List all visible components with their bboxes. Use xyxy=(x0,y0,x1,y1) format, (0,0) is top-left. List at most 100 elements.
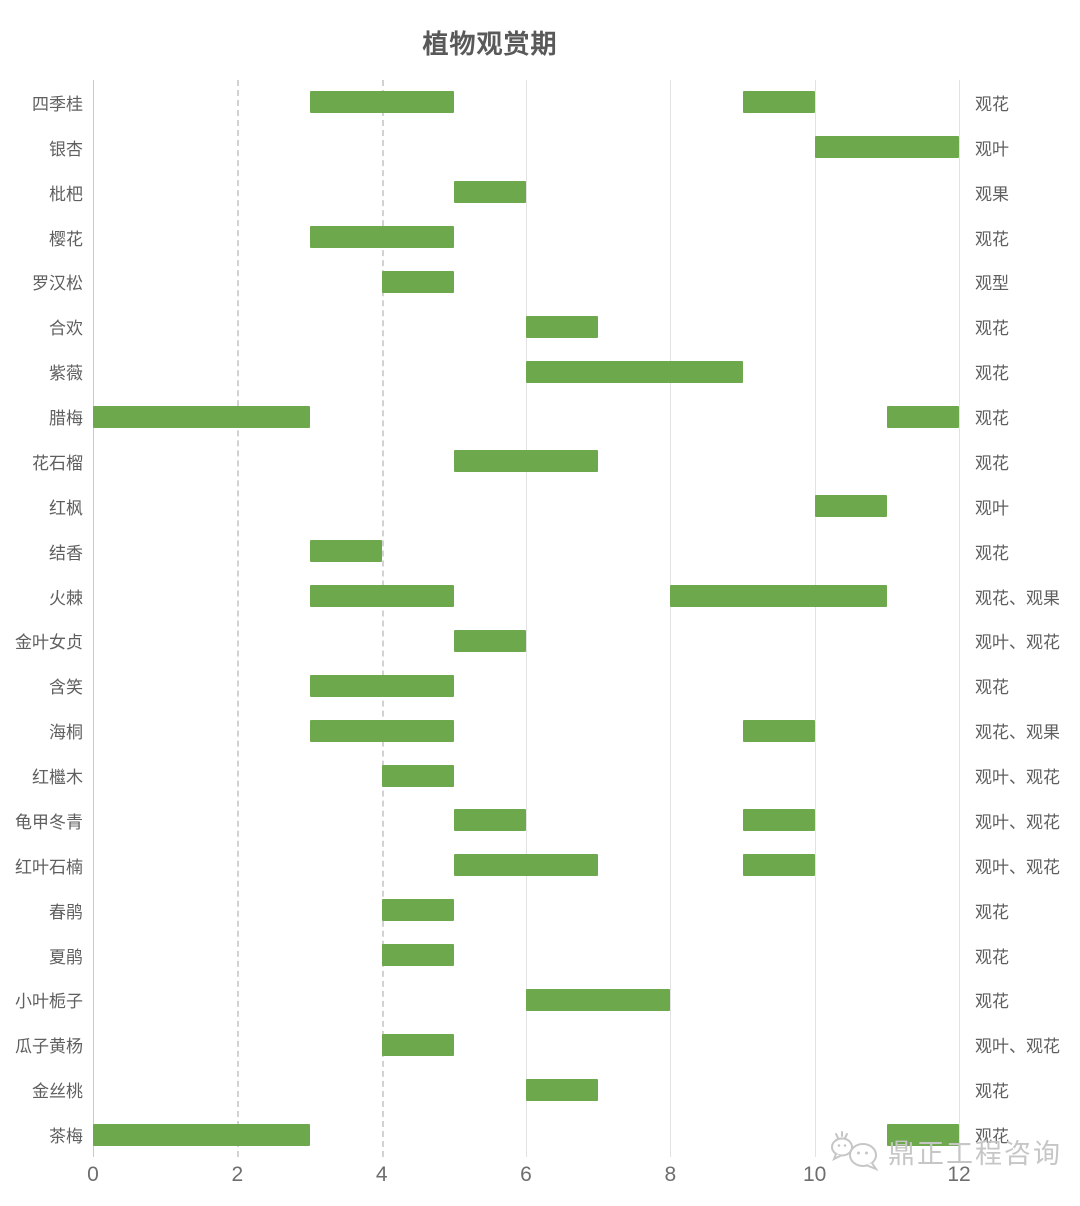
period-bar xyxy=(814,495,887,518)
period-bar xyxy=(381,764,454,787)
plant-label: 夏鹃 xyxy=(49,947,83,967)
plant-label: 腊梅 xyxy=(49,409,83,429)
gridline xyxy=(959,80,960,1157)
x-tick-label: 6 xyxy=(520,1163,532,1186)
x-tick-label: 4 xyxy=(375,1163,388,1186)
plant-label: 龟甲冬青 xyxy=(15,812,83,832)
category-label: 观花 xyxy=(975,543,1009,563)
plant-label: 樱花 xyxy=(49,229,83,249)
period-bar xyxy=(453,450,599,473)
period-bar xyxy=(526,315,599,338)
gridline xyxy=(670,80,672,1157)
plant-label: 小叶栀子 xyxy=(15,992,83,1012)
category-label: 观花 xyxy=(975,678,1009,698)
plant-label: 红叶石楠 xyxy=(15,857,83,877)
period-bar xyxy=(526,988,671,1011)
period-bar xyxy=(526,360,743,383)
category-label: 观叶 xyxy=(975,498,1009,518)
category-label: 观花 xyxy=(975,453,1009,473)
plant-label: 春鹃 xyxy=(49,902,83,922)
plant-label: 含笑 xyxy=(49,678,83,698)
plant-label: 合欢 xyxy=(49,319,83,339)
gridline xyxy=(93,80,94,1157)
period-bar xyxy=(453,181,526,204)
plant-label: 枇杷 xyxy=(49,184,83,204)
period-bar xyxy=(309,585,454,608)
category-label: 观花 xyxy=(975,1127,1009,1147)
plant-label: 金丝桃 xyxy=(32,1082,83,1102)
plot-area xyxy=(93,80,960,1157)
period-bar xyxy=(886,1123,959,1146)
plant-label: 茶梅 xyxy=(49,1127,83,1147)
period-bar xyxy=(814,136,959,159)
plant-label: 紫薇 xyxy=(49,364,83,384)
category-label: 观叶 xyxy=(975,139,1009,159)
category-label: 观花 xyxy=(975,229,1009,249)
period-bar xyxy=(742,809,815,832)
category-label: 观花 xyxy=(975,409,1009,429)
x-tick-label: 2 xyxy=(231,1163,244,1186)
plant-label: 罗汉松 xyxy=(32,274,83,294)
gridline xyxy=(814,80,816,1157)
gridline xyxy=(526,80,527,1157)
chart-title: 植物观赏期 xyxy=(422,29,558,59)
period-bar xyxy=(309,540,382,563)
plant-label: 海桐 xyxy=(49,723,83,743)
period-bar xyxy=(526,1078,599,1101)
watermark-text: 鼎正工程咨询 xyxy=(888,1138,1062,1169)
category-label: 观叶、观花 xyxy=(975,1037,1060,1057)
x-tick-label: 10 xyxy=(802,1163,827,1186)
category-label: 观花 xyxy=(975,364,1009,384)
plant-label: 金叶女贞 xyxy=(15,633,83,653)
gridline xyxy=(237,80,240,1157)
category-label: 观花、观果 xyxy=(975,723,1060,743)
period-bar xyxy=(93,1123,310,1146)
period-bar xyxy=(309,674,454,697)
period-bar xyxy=(453,629,526,652)
plant-label: 结香 xyxy=(49,543,83,563)
period-bar xyxy=(381,944,454,967)
x-tick-label: 0 xyxy=(87,1163,99,1186)
category-label: 观型 xyxy=(975,274,1009,294)
category-labels-column: 观花 观叶 观果 观花 观型 观花 观花 观花 观花 观叶 观花 观花、观果 观叶、观花 观花 观花、观果观… xyxy=(975,80,1080,1157)
gridline xyxy=(381,80,384,1157)
plant-label: 红枫 xyxy=(49,498,83,518)
period-bar xyxy=(381,1033,454,1056)
category-label: 观叶、观花 xyxy=(975,768,1060,788)
plant-labels-column: 四季桂 银杏 枇杷 樱花 罗汉松 合欢 紫薇 腊梅 花石榴 红枫 结香 火棘 金叶女贞 含笑 海桐 红檵木 龟甲… xyxy=(0,80,83,1157)
x-tick-label: 8 xyxy=(664,1163,677,1186)
period-bar xyxy=(93,405,310,428)
watermark: 鼎正工程咨询 xyxy=(830,1130,1062,1172)
period-bar xyxy=(309,226,454,249)
x-axis: 0 2 4 6 8 10 12 xyxy=(87,1163,971,1193)
period-bar xyxy=(309,719,454,742)
plant-label: 瓜子黄杨 xyxy=(15,1037,83,1057)
period-bar xyxy=(381,270,454,293)
period-bar xyxy=(453,854,599,877)
period-bar xyxy=(742,719,815,742)
plant-label: 红檵木 xyxy=(32,768,83,788)
plant-label: 银杏 xyxy=(49,139,83,159)
period-bar xyxy=(886,405,959,428)
x-tick-label: 12 xyxy=(947,1163,971,1186)
category-label: 观花 xyxy=(975,319,1009,339)
period-bar xyxy=(453,809,526,832)
category-label: 观花 xyxy=(975,1082,1009,1102)
category-label: 观果 xyxy=(975,184,1009,204)
period-bar xyxy=(381,899,454,922)
period-bar xyxy=(742,854,815,877)
category-label: 观叶、观花 xyxy=(975,633,1060,653)
category-label: 观花、观果 xyxy=(975,588,1060,608)
wechat-logo-icon xyxy=(831,1131,879,1172)
plant-label: 火棘 xyxy=(49,588,83,608)
category-label: 观叶、观花 xyxy=(975,857,1060,877)
period-bar xyxy=(309,91,454,114)
category-label: 观花 xyxy=(975,94,1009,114)
category-label: 观花 xyxy=(975,902,1009,922)
category-label: 观花 xyxy=(975,992,1009,1012)
category-label: 观花 xyxy=(975,947,1009,967)
plant-label: 花石榴 xyxy=(32,453,83,473)
period-bar xyxy=(742,91,815,114)
period-bar xyxy=(670,585,887,608)
